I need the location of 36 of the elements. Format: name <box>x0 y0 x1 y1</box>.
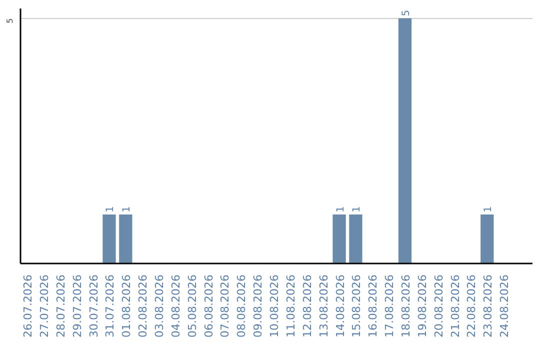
x-tick-label: 29.07.2026 <box>70 274 84 338</box>
x-tick-label: 09.08.2026 <box>252 274 265 338</box>
x-tick-label: 07.08.2026 <box>218 274 232 338</box>
x-tick-label: 18.08.2026 <box>399 274 412 338</box>
data-label: 5 <box>400 10 412 16</box>
x-tick-label: 24.08.2026 <box>498 274 512 338</box>
x-tick-label: 12.08.2026 <box>300 274 314 338</box>
x-tick-label: 05.08.2026 <box>186 274 199 338</box>
x-tick-label: 19.08.2026 <box>416 274 429 338</box>
x-tick-label: 30.07.2026 <box>87 274 100 338</box>
x-tick-label: 02.08.2026 <box>136 274 150 338</box>
data-label: 1 <box>105 206 116 212</box>
x-tick-label: 16.08.2026 <box>366 274 380 338</box>
data-label: 1 <box>122 206 133 212</box>
x-tick-label: 17.08.2026 <box>383 274 396 338</box>
data-label: 1 <box>335 206 346 212</box>
x-tick-label: 04.08.2026 <box>169 274 182 338</box>
x-tick-label: 08.08.2026 <box>235 274 248 338</box>
x-tick-label: 11.08.2026 <box>284 274 298 338</box>
x-tick-label: 22.08.2026 <box>465 274 478 338</box>
x-tick-label: 06.08.2026 <box>202 274 216 338</box>
x-tick-label: 31.07.2026 <box>104 274 117 338</box>
x-tick-label: 27.07.2026 <box>38 274 52 338</box>
data-label: 1 <box>483 206 494 212</box>
x-tick-label: 10.08.2026 <box>268 274 282 338</box>
x-tick-label: 01.08.2026 <box>120 274 134 338</box>
x-tick-label: 15.08.2026 <box>350 274 364 338</box>
x-tick-label: 14.08.2026 <box>334 274 347 338</box>
x-tick-label: 13.08.2026 <box>317 274 330 338</box>
x-tick-label: 26.07.2026 <box>22 274 35 338</box>
x-tick-label: 20.08.2026 <box>432 274 446 338</box>
x-tick-label: 03.08.2026 <box>153 274 166 338</box>
x-tick-label: 21.08.2026 <box>448 274 462 338</box>
x-tick-label: 28.07.2026 <box>54 274 68 338</box>
x-tick-label: 23.08.2026 <box>482 274 495 338</box>
data-label: 1 <box>352 206 363 212</box>
